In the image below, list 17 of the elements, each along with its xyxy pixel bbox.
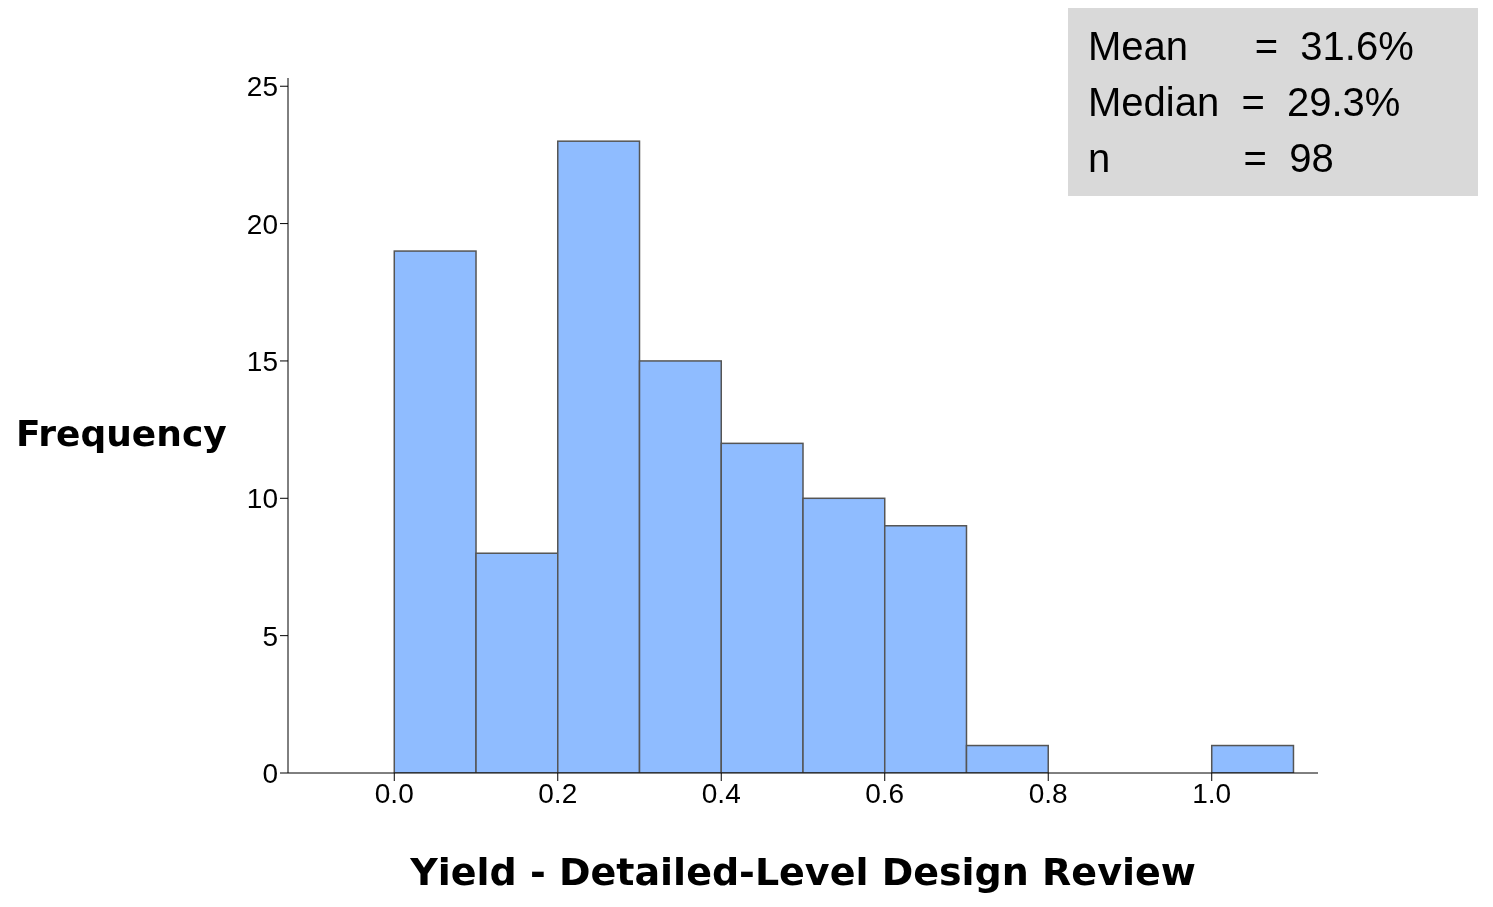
y-axis-title: Frequency — [16, 413, 227, 454]
x-tick-label: 0.0 — [374, 777, 414, 809]
text: Mean = 31.6% — [1088, 23, 1415, 70]
y-tick-label: 25 — [246, 71, 278, 103]
y-tick-label: 10 — [246, 483, 278, 515]
x-tick-label: 0.4 — [701, 777, 741, 809]
x-tick-label: 0.8 — [1028, 777, 1068, 809]
annotation: n = 98 — [1088, 135, 1335, 182]
y-tick-label: 20 — [246, 208, 278, 240]
y-tick-label: 5 — [262, 620, 278, 652]
x-tick-label: 0.2 — [538, 777, 578, 809]
x-tick-label: 1.0 — [1192, 777, 1232, 809]
annotation: Median = 29.3% — [1088, 79, 1402, 126]
y-tick-label: 15 — [246, 345, 278, 377]
x-axis-title: Yield - Detailed-Level Design Review — [409, 850, 1196, 894]
y-tick-label: 0 — [262, 757, 278, 789]
x-tick-label: 0.6 — [865, 777, 905, 809]
